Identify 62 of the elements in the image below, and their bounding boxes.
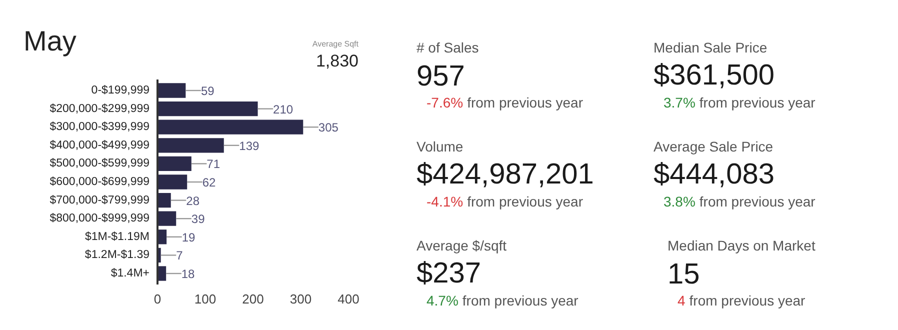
y-tick-label: $200,000-$299,999 [50,102,150,115]
bar [158,120,304,134]
data-label: 305 [318,120,339,135]
y-tick-label: $1M-$1.19M [84,230,150,243]
text: Average Sale Price [654,138,774,154]
bar [158,138,224,153]
text: 1,830 [316,51,359,70]
y-tick-label: $600,000-$699,999 [50,176,150,188]
text: from previous year [462,292,579,308]
text: from previous year [699,94,816,110]
text: from previous year [467,94,584,110]
text: Average Sqft [312,39,360,48]
text: 3.8% [664,194,696,210]
text: 957 [416,60,465,92]
bar [158,101,258,116]
data-label: 19 [182,230,196,244]
data-label: 39 [191,212,206,226]
text: from previous year [699,194,816,210]
data-label: 28 [186,194,200,208]
y-tick-label: $700,000-$799,999 [50,194,150,206]
y-tick-label: $1.4M+ [110,268,150,280]
data-label: 71 [206,157,220,172]
x-tick-label: 200 [242,292,264,307]
data-label: 62 [202,176,216,190]
bar [158,211,176,226]
text: -4.1% [426,194,464,210]
text: # of Sales [416,40,479,56]
bar [158,83,186,98]
text: Average $/sqft [416,238,507,254]
x-tick-label: 0 [154,292,162,307]
chart-title: May [24,26,76,57]
text: $237 [416,258,482,290]
x-tick-label: 300 [290,292,312,307]
x-tick-label: 100 [194,292,216,307]
y-tick-label: $500,000-$599,999 [50,158,150,170]
text: Median Days on Market [668,238,816,254]
text: 3.7% [664,94,696,110]
text: $444,083 [654,158,774,190]
text: -7.6% [426,94,464,110]
bar [158,174,188,190]
x-tick-label: 400 [338,292,360,307]
bar [158,192,171,208]
y-tick-label: $400,000-$499,999 [50,139,150,152]
text: 15 [668,258,700,290]
text: 4 [678,292,686,308]
bar [158,156,192,172]
y-tick-label: 0-$199,999 [91,84,150,96]
data-label: 210 [273,102,294,116]
text: 4.7% [426,292,458,308]
data-label: 139 [239,138,260,153]
text: $424,987,201 [416,158,594,190]
text: $361,500 [654,60,774,92]
text: from previous year [689,292,806,308]
text: Median Sale Price [654,40,768,56]
y-tick-label: $800,000-$999,999 [50,212,150,225]
data-label: 18 [181,267,196,281]
text: from previous year [467,194,584,210]
data-label: 59 [200,84,215,98]
y-tick-label: $1.2M-$1.39 [84,249,150,262]
y-tick-label: $300,000-$399,999 [50,121,150,134]
text: Volume [416,138,464,154]
data-label: 7 [176,248,184,263]
